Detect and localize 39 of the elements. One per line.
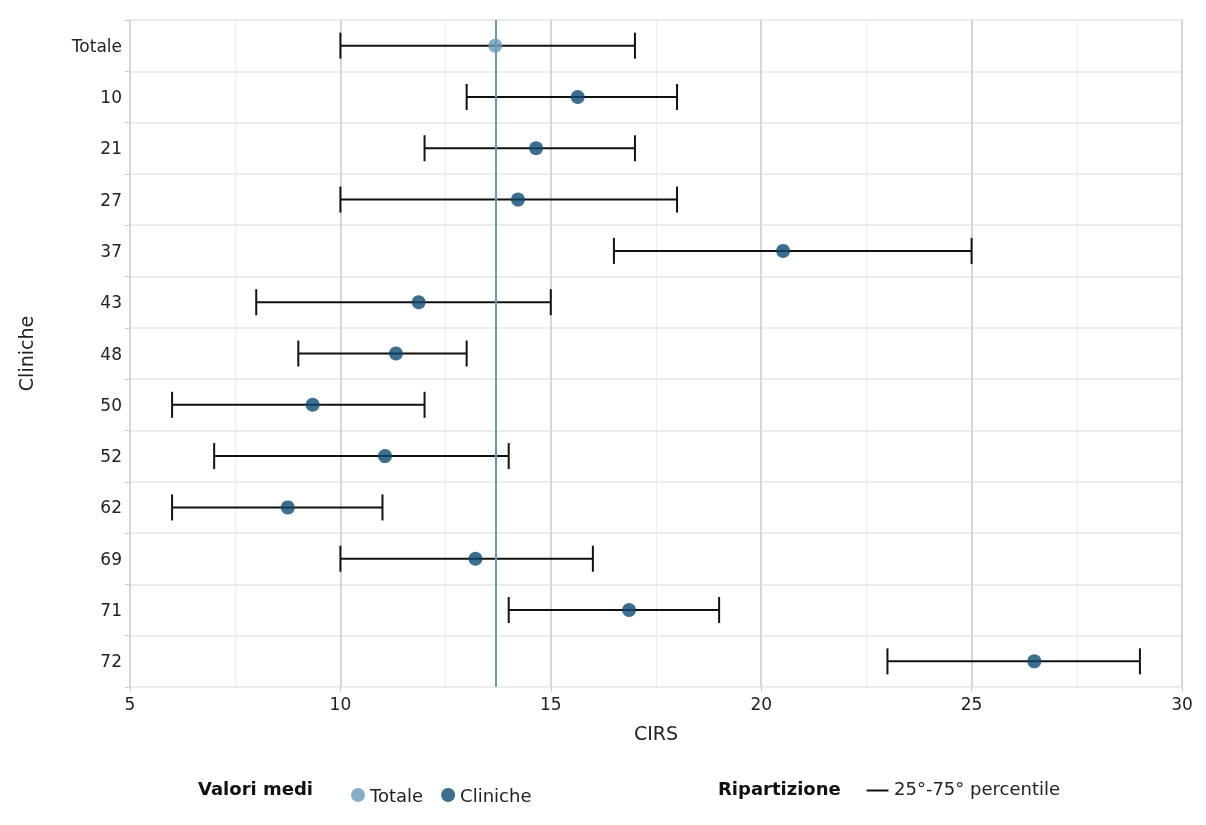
point <box>305 397 320 412</box>
y-tick-label: 43 <box>100 292 122 313</box>
y-axis-title: Cliniche <box>14 315 37 392</box>
x-tick-label: 15 <box>539 693 562 714</box>
y-tick-label: 62 <box>100 497 122 518</box>
point <box>411 295 426 310</box>
text: 25°-75° percentile <box>894 777 1061 799</box>
point <box>280 500 295 515</box>
point <box>1027 654 1042 669</box>
y-tick-label: 37 <box>100 240 122 261</box>
x-tick-label: 30 <box>1171 693 1193 714</box>
legend-title: Valori medi <box>198 777 313 799</box>
y-tick-label: 48 <box>100 343 122 364</box>
point <box>510 192 525 207</box>
point <box>388 346 403 361</box>
legend-label: Cliniche <box>460 784 532 806</box>
y-tick-label: 52 <box>100 446 122 467</box>
y-tick-label: 10 <box>100 86 122 107</box>
y-tick-label: Totale <box>70 35 122 56</box>
point <box>776 243 791 258</box>
x-tick-label: 5 <box>124 693 136 714</box>
y-tick-label: 27 <box>100 189 122 210</box>
point <box>488 38 503 53</box>
y-tick-label: 50 <box>100 394 122 415</box>
y-tick-label: 21 <box>100 138 122 159</box>
x-tick-label: 25 <box>960 693 983 714</box>
point <box>622 603 637 618</box>
point <box>570 89 585 104</box>
x-tick-label: 20 <box>750 693 773 714</box>
point <box>378 449 392 464</box>
x-tick-label: 10 <box>329 693 352 714</box>
text: Ripartizione <box>718 777 841 799</box>
y-tick-label: 72 <box>100 651 122 672</box>
y-tick-label: 71 <box>100 600 122 621</box>
y-tick-label: 69 <box>100 548 122 569</box>
x-axis-title: CIRS <box>633 721 679 744</box>
legend-label: Totale <box>369 784 424 806</box>
point <box>529 141 544 156</box>
point <box>468 551 483 566</box>
